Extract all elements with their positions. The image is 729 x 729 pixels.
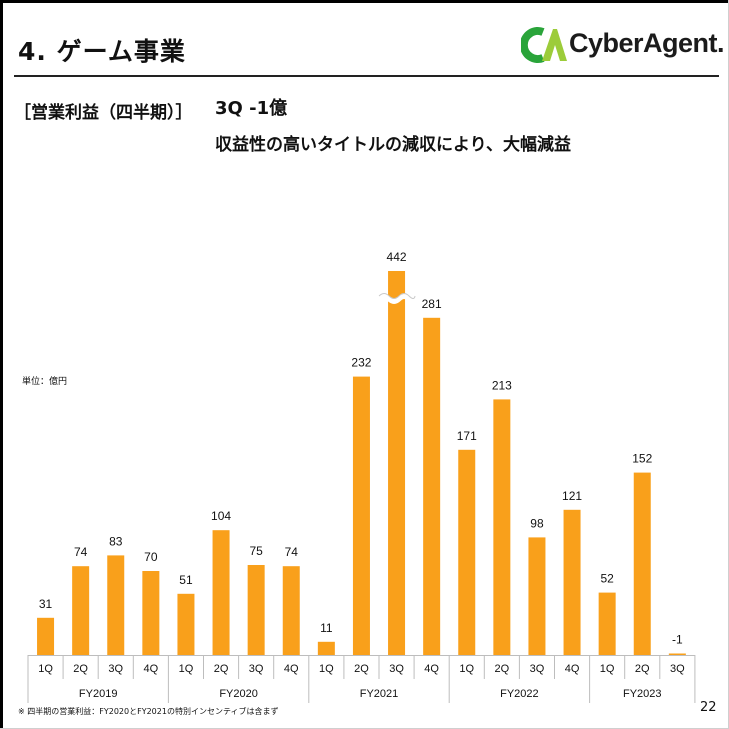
bar-value-label: 11 <box>320 621 333 635</box>
fiscal-year-label: FY2023 <box>623 688 662 700</box>
bar-value-label: 104 <box>211 509 231 523</box>
bar-fy2021-1q <box>317 641 335 655</box>
quarter-tick-label: 1Q <box>319 663 334 675</box>
bar-value-label: 74 <box>285 545 299 559</box>
quarter-tick-label: 4Q <box>284 663 299 675</box>
page-title: 4. ゲーム事業 <box>18 37 186 66</box>
bar-fy2020-4q <box>282 566 300 655</box>
quarter-tick-label: 1Q <box>459 663 474 675</box>
quarter-tick-label: 1Q <box>600 663 615 675</box>
bar-fy2020-1q <box>177 593 195 655</box>
quarter-tick-label: 3Q <box>670 663 685 675</box>
quarter-tick-label: 3Q <box>249 663 264 675</box>
bar-value-label: 98 <box>530 516 544 530</box>
slide-top-border <box>0 0 729 3</box>
quarter-tick-label: 4Q <box>565 663 580 675</box>
quarter-tick-label: 2Q <box>495 663 510 675</box>
bar-fy2019-4q <box>142 571 160 655</box>
quarter-tick-label: 2Q <box>354 663 369 675</box>
quarter-tick-label: 1Q <box>179 663 194 675</box>
quarter-tick-label: 3Q <box>530 663 545 675</box>
quarter-tick-label: 1Q <box>38 663 53 675</box>
axis-break-mark <box>377 294 418 304</box>
quarter-tick-label: 2Q <box>214 663 229 675</box>
axis-break-line <box>378 293 416 299</box>
unit-note: 単位：億円 <box>22 377 68 387</box>
bar-value-label: 51 <box>179 573 193 587</box>
bar-value-label: 70 <box>144 550 158 564</box>
bar-value-label: 121 <box>562 489 582 503</box>
quarter-tick-label: 2Q <box>635 663 650 675</box>
bar-value-label: 152 <box>632 452 652 466</box>
bar-fy2022-3q <box>528 537 546 655</box>
bar-value-label: 213 <box>492 378 512 392</box>
bar-fy2021-3q <box>388 271 406 655</box>
fiscal-year-label: FY2019 <box>79 688 118 700</box>
headline: 3Q -1億 <box>215 98 288 119</box>
bar-fy2021-2q <box>352 376 370 655</box>
bar-fy2022-1q <box>458 449 476 655</box>
quarter-tick-label: 3Q <box>108 663 123 675</box>
bar-value-label: 52 <box>600 572 614 586</box>
bar-fy2021-4q <box>423 317 441 655</box>
page-number: 22 <box>700 700 717 715</box>
bar-value-label: 83 <box>109 534 123 548</box>
bar-value-label: 171 <box>457 429 477 443</box>
bar-value-label: 75 <box>249 544 263 558</box>
fiscal-year-label: FY2020 <box>219 688 258 700</box>
quarter-tick-label: 4Q <box>424 663 439 675</box>
quarter-tick-label: 3Q <box>389 663 404 675</box>
bar-fy2019-2q <box>72 566 90 655</box>
logo-text: CyberAgent. <box>569 28 725 58</box>
quarter-tick-label: 2Q <box>73 663 88 675</box>
fiscal-year-label: FY2021 <box>360 688 399 700</box>
bar-fy2019-3q <box>107 555 125 655</box>
bar-fy2019-1q <box>37 617 55 655</box>
quarter-tick-label: 4Q <box>144 663 159 675</box>
subheadline: 収益性の高いタイトルの減収により、大幅減益 <box>215 135 571 155</box>
bar-value-label: 232 <box>351 356 371 370</box>
title-divider <box>14 75 719 77</box>
section-label: ［営業利益（四半期）］ <box>14 103 193 123</box>
fiscal-year-label: FY2022 <box>500 688 539 700</box>
ca-logo-icon <box>521 27 567 63</box>
bar-fy2023-1q <box>598 592 616 655</box>
bar-fy2022-4q <box>563 509 581 655</box>
bar-fy2020-3q <box>247 565 265 655</box>
bar-fy2020-2q <box>212 530 230 655</box>
bar-value-label: 281 <box>422 297 442 311</box>
bar-value-label: 74 <box>74 545 88 559</box>
bar-fy2023-3q <box>668 653 686 655</box>
bar-value-label: -1 <box>672 633 683 647</box>
footnote: ※ 四半期の営業利益：FY2020とFY2021の特別インセンティブは含まず <box>18 707 279 716</box>
bar-fy2022-2q <box>493 399 511 655</box>
bar-value-label: 442 <box>387 250 407 264</box>
company-logo: CyberAgent. <box>521 22 725 68</box>
bar-fy2023-2q <box>633 472 651 655</box>
slide-left-border <box>0 0 3 729</box>
bar-value-label: 31 <box>39 597 53 611</box>
